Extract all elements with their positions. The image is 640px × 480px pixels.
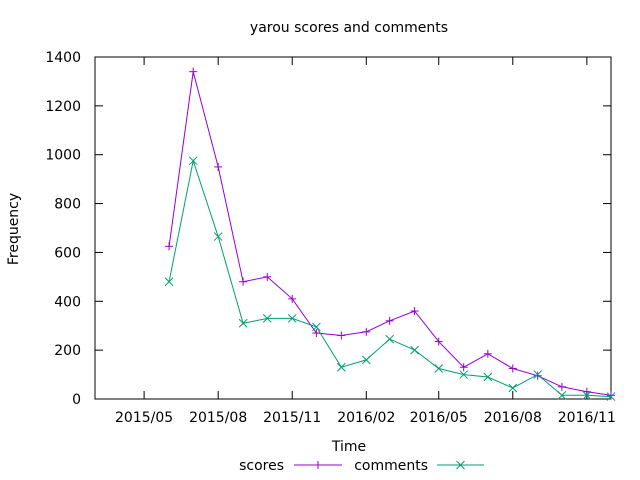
data-point-comments	[459, 370, 469, 379]
y-tick-label: 1400	[45, 50, 81, 66]
legend-entry-scores: scores	[239, 458, 342, 474]
data-point-scores	[557, 382, 566, 391]
data-point-comments	[385, 334, 394, 344]
x-tick-label: 2015/08	[189, 410, 247, 426]
data-point-scores	[434, 337, 443, 346]
data-point-comments	[188, 156, 198, 166]
data-point-comments	[361, 355, 371, 365]
data-point-comments	[312, 322, 321, 332]
legend-marker	[456, 460, 465, 470]
data-point-scores	[288, 294, 297, 303]
x-tick-label: 2016/05	[410, 410, 468, 426]
series-layer	[164, 67, 616, 401]
data-point-comments	[582, 390, 592, 400]
data-point-comments	[336, 362, 346, 372]
data-point-comments	[508, 383, 518, 393]
data-point-scores	[189, 67, 198, 76]
data-point-scores	[410, 307, 419, 316]
y-axis-label: Frequency	[6, 193, 22, 265]
data-point-comments	[164, 277, 174, 287]
data-point-comments	[213, 232, 223, 241]
data-point-comments	[434, 364, 444, 373]
data-point-comments	[262, 314, 272, 323]
y-tick-label: 400	[54, 294, 81, 310]
data-point-scores	[263, 272, 272, 281]
data-point-scores	[508, 364, 517, 373]
series-line-scores	[168, 71, 612, 396]
legend: scores comments	[239, 458, 484, 474]
series-comments	[164, 156, 616, 401]
data-point-comments	[533, 370, 543, 379]
legend-label: comments	[354, 458, 428, 474]
y-tick-label: 200	[54, 343, 81, 359]
y-tick-label: 1000	[45, 148, 81, 164]
x-tick-label: 2015/11	[263, 410, 321, 426]
data-point-scores	[312, 329, 321, 338]
y-tick-label: 1200	[45, 99, 81, 115]
x-tick-label: 2016/08	[484, 410, 542, 426]
data-point-scores	[582, 387, 591, 396]
series-scores	[165, 67, 615, 400]
data-point-scores	[214, 162, 223, 171]
x-tick-label: 2015/05	[115, 410, 173, 426]
data-point-scores	[607, 391, 615, 400]
axes: 0 200 400 600 800 1000 1200 1400 2015/05 2015/08 2…	[45, 50, 616, 426]
data-point-comments	[410, 345, 419, 355]
x-tick-label: 2016/11	[558, 410, 616, 426]
data-point-comments	[483, 372, 493, 382]
x-tick-label: 2016/02	[337, 410, 395, 426]
plot-frame	[94, 56, 612, 400]
data-point-comments	[287, 314, 297, 323]
legend-marker	[314, 461, 322, 469]
data-point-scores	[459, 363, 468, 372]
data-point-scores	[483, 349, 492, 358]
data-point-scores	[362, 327, 371, 336]
legend-label: scores	[239, 458, 284, 474]
data-point-scores	[337, 331, 346, 340]
series-line-comments	[168, 158, 612, 398]
x-axis-label: Time	[331, 439, 366, 455]
data-point-comments	[606, 392, 616, 401]
data-point-scores	[239, 277, 248, 286]
legend-entry-comments: comments	[354, 458, 484, 474]
y-tick-label: 600	[54, 245, 81, 261]
data-point-scores	[385, 316, 394, 325]
data-point-comments	[557, 390, 567, 400]
data-point-comments	[238, 318, 248, 328]
data-point-scores	[165, 242, 174, 251]
y-tick-label: 0	[72, 392, 81, 408]
y-tick-label: 800	[54, 197, 81, 213]
chart-title: yarou scores and comments	[250, 20, 448, 36]
